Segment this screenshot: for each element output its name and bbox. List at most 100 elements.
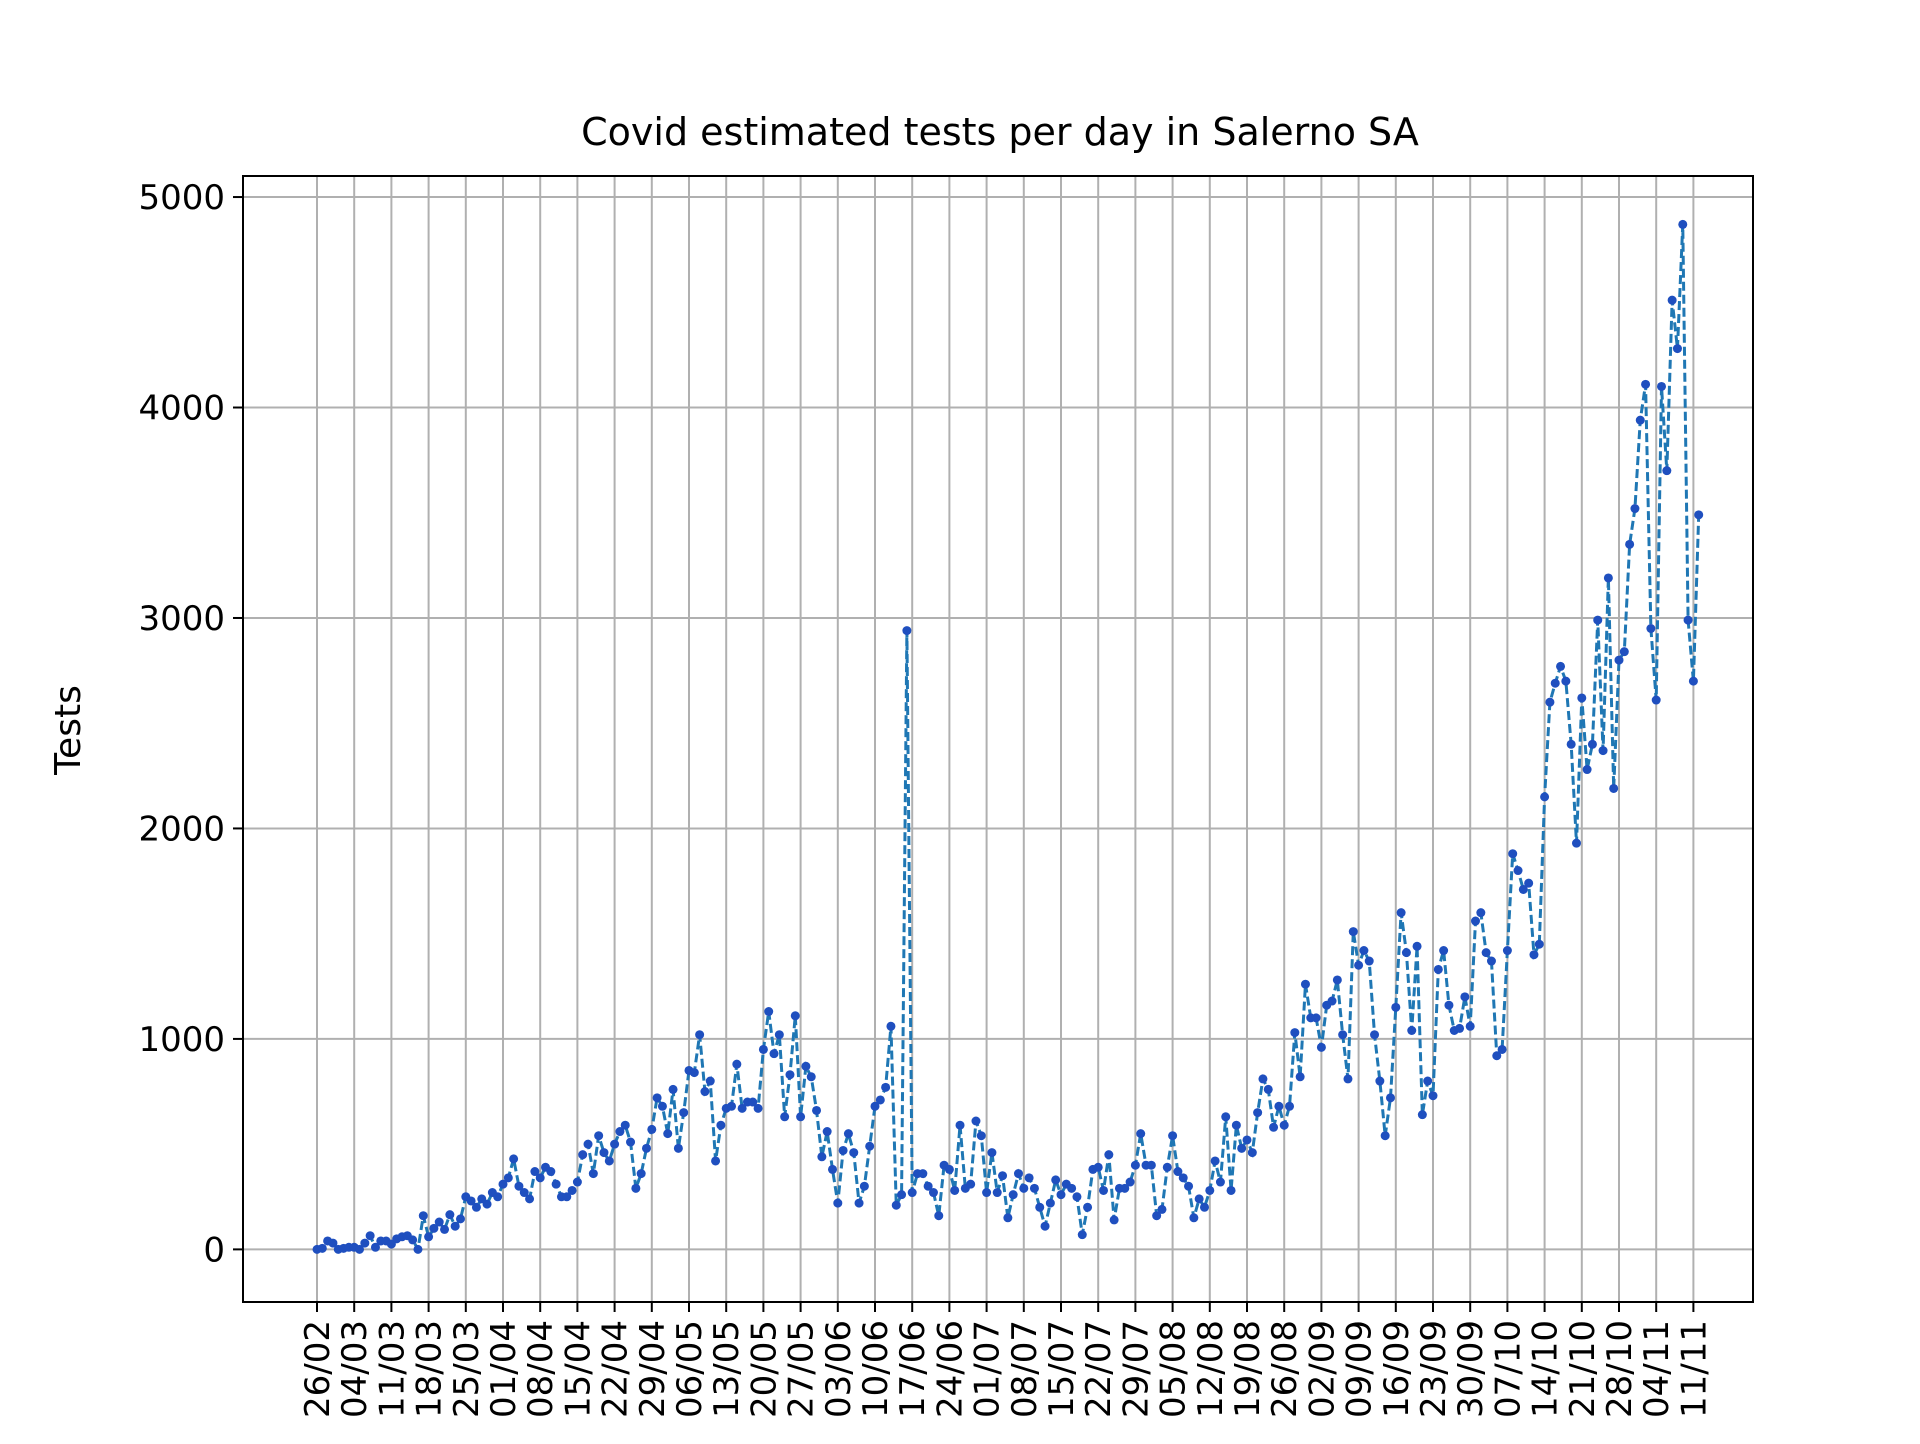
data-point: [971, 1116, 981, 1126]
data-point: [1178, 1173, 1188, 1183]
data-point: [620, 1120, 630, 1130]
data-point: [881, 1082, 891, 1092]
data-point: [626, 1137, 636, 1147]
data-point: [1093, 1162, 1103, 1172]
x-tick-label: 29/07: [1116, 1320, 1156, 1418]
data-point: [700, 1087, 710, 1097]
y-axis-label: Tests: [48, 685, 89, 776]
data-point: [1290, 1028, 1300, 1038]
data-point: [1359, 946, 1369, 956]
data-point: [1439, 946, 1449, 956]
data-point: [1003, 1213, 1013, 1223]
data-point: [1375, 1076, 1385, 1086]
data-point: [418, 1211, 428, 1221]
data-point: [1566, 739, 1576, 749]
x-tick-label: 04/11: [1637, 1320, 1677, 1418]
y-tick-label: 0: [203, 1230, 225, 1270]
data-point: [1109, 1215, 1119, 1225]
data-point: [764, 1007, 774, 1017]
x-tick-label: 11/11: [1674, 1320, 1714, 1418]
x-tick-label: 15/07: [1042, 1320, 1082, 1418]
data-point: [1396, 908, 1406, 918]
data-point: [408, 1235, 418, 1245]
data-point: [668, 1084, 678, 1094]
data-point: [1269, 1122, 1279, 1132]
data-point: [1571, 838, 1581, 848]
data-point: [1529, 950, 1539, 960]
data-point: [854, 1198, 864, 1208]
data-point: [812, 1105, 822, 1115]
x-tick-label: 22/04: [596, 1320, 636, 1418]
x-tick-label: 27/05: [782, 1320, 822, 1418]
data-point: [1348, 927, 1358, 937]
data-point: [370, 1242, 380, 1252]
data-point: [1619, 647, 1629, 657]
data-point: [1279, 1120, 1289, 1130]
data-point: [865, 1141, 875, 1151]
data-point: [833, 1198, 843, 1208]
y-tick-label: 2000: [138, 809, 225, 849]
data-point: [594, 1131, 604, 1141]
data-point: [897, 1190, 907, 1200]
data-point: [1587, 739, 1597, 749]
data-point: [1029, 1183, 1039, 1193]
data-point: [843, 1129, 853, 1139]
data-point: [525, 1194, 535, 1204]
data-point: [1295, 1072, 1305, 1082]
data-point: [535, 1173, 545, 1183]
data-point: [1385, 1093, 1395, 1103]
data-point: [1316, 1042, 1326, 1052]
x-tick-label: 18/03: [410, 1320, 450, 1418]
data-point: [636, 1169, 646, 1179]
data-point: [859, 1181, 869, 1191]
y-axis: 0 1000 2000 3000 4000 5000: [138, 178, 243, 1270]
data-point: [663, 1129, 673, 1139]
data-point: [365, 1231, 375, 1241]
x-tick-label: 06/05: [670, 1320, 710, 1418]
data-point: [355, 1244, 365, 1254]
data-point: [328, 1238, 338, 1248]
data-point: [737, 1103, 747, 1113]
data-point: [1263, 1084, 1273, 1094]
data-point: [1550, 678, 1560, 688]
data-point: [1508, 849, 1518, 859]
data-point: [514, 1181, 524, 1191]
x-tick-label: 26/02: [298, 1320, 338, 1418]
data-point: [928, 1188, 938, 1198]
chart-title: Covid estimated tests per day in Salerno…: [581, 110, 1419, 154]
data-point: [976, 1131, 986, 1141]
data-point: [551, 1179, 561, 1189]
data-point: [1258, 1074, 1268, 1084]
data-point: [1168, 1131, 1178, 1141]
data-point: [317, 1243, 327, 1253]
data-point: [1120, 1183, 1130, 1193]
y-tick-label: 4000: [138, 389, 225, 429]
data-point: [1035, 1202, 1045, 1212]
data-point: [1242, 1135, 1252, 1145]
data-point: [1199, 1202, 1209, 1212]
data-point: [1657, 381, 1667, 391]
x-tick-label: 16/09: [1377, 1320, 1417, 1418]
data-point: [1460, 992, 1470, 1002]
data-point: [1253, 1108, 1263, 1118]
data-point: [562, 1192, 572, 1202]
data-point: [424, 1232, 434, 1242]
data-point: [610, 1139, 620, 1149]
data-point: [1455, 1023, 1465, 1033]
data-point: [1157, 1204, 1167, 1214]
data-point: [998, 1171, 1008, 1181]
data-point: [801, 1061, 811, 1071]
data-point: [1364, 956, 1374, 966]
data-point: [758, 1044, 768, 1054]
data-point: [923, 1181, 933, 1191]
data-point: [1173, 1167, 1183, 1177]
data-point: [774, 1030, 784, 1040]
data-point: [1152, 1211, 1162, 1221]
data-point: [1407, 1026, 1417, 1035]
data-point: [1545, 697, 1555, 707]
data-point: [790, 1011, 800, 1021]
data-point: [1582, 765, 1592, 775]
data-point: [1146, 1160, 1156, 1170]
data-point: [1481, 948, 1491, 958]
